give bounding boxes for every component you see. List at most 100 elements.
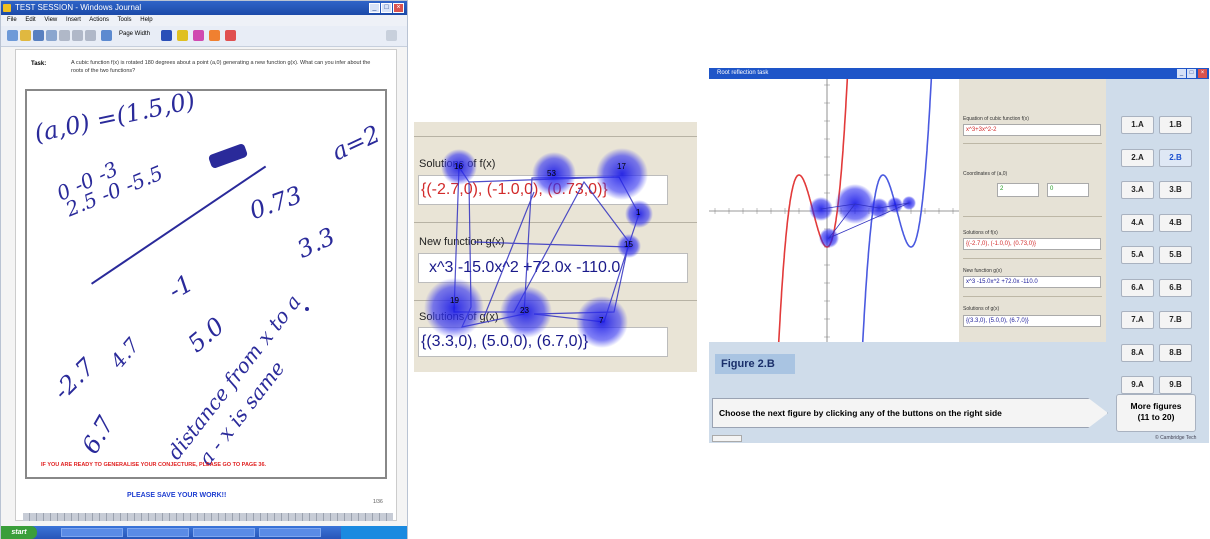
taskbar-item[interactable] <box>127 528 189 537</box>
new-function-label: New function g(x) <box>963 268 1002 274</box>
mini-scrollbar[interactable] <box>712 435 742 442</box>
figure-button[interactable]: 3.B <box>1159 181 1192 199</box>
figure-button[interactable]: 7.A <box>1121 311 1154 329</box>
copyright-text: © Cambridge Tech <box>1155 435 1197 441</box>
journal-toolbar: Page Width <box>1 26 407 47</box>
graph-area[interactable] <box>709 79 959 342</box>
figure-button[interactable]: 2.B <box>1159 148 1192 167</box>
ink-dot <box>305 307 309 311</box>
figure-label: Figure 2.B <box>715 354 795 374</box>
gaze-crop-panel: Solutions of f(x) {(-2.7,0), (-1.0,0), (… <box>414 122 697 372</box>
eraser-icon[interactable] <box>193 30 204 41</box>
solutions-f-field: {(-2.7,0), (-1.0,0), (0.73,0)} <box>418 175 668 205</box>
highlighter-icon[interactable] <box>177 30 188 41</box>
start-button[interactable]: start <box>1 526 37 539</box>
menu-actions[interactable]: Actions <box>89 17 109 23</box>
equation-field[interactable]: x^3+3x^2-2 <box>963 124 1101 136</box>
menu-edit[interactable]: Edit <box>25 17 36 23</box>
print-icon[interactable] <box>46 30 57 41</box>
maximize-icon[interactable]: □ <box>1187 69 1196 78</box>
new-page-icon[interactable] <box>7 30 18 41</box>
solutions-g-label: Solutions of g(x) <box>419 311 499 323</box>
taskbar-item[interactable] <box>259 528 321 537</box>
solutions-g-field: {(3.3,0), (5.0,0), (6.7,0)} <box>418 327 668 357</box>
center-x-field[interactable]: 2 <box>997 183 1039 197</box>
solutions-f-field: {(-2.7,0), (-1.0,0), (0.73,0)} <box>963 238 1101 250</box>
figure-button[interactable]: 9.B <box>1159 376 1192 394</box>
solutions-g-label: Solutions of g(x) <box>963 306 1000 312</box>
figure-button[interactable]: 8.A <box>1121 343 1154 362</box>
center-label: Coordinates of (a,0) <box>963 171 1008 177</box>
selection-tool-icon[interactable] <box>209 30 220 41</box>
solutions-g-field: {(3.3,0), (5.0,0), (6.7,0)} <box>963 315 1101 327</box>
page-number: 1/36 <box>373 499 383 505</box>
more-figures-label: More figures <box>1130 401 1182 411</box>
more-figures-range: (11 to 20) <box>1137 412 1175 422</box>
journal-window: TEST SESSION - Windows Journal _ □ × Fil… <box>0 0 408 539</box>
figure-button[interactable]: 7.B <box>1159 311 1192 329</box>
figure-button[interactable]: 4.B <box>1159 213 1192 232</box>
undo-icon[interactable] <box>101 30 112 41</box>
menu-insert[interactable]: Insert <box>65 17 81 23</box>
new-function-field: x^3 -15.0x^2 +72.0x -110.0 <box>963 276 1101 288</box>
journal-title: TEST SESSION - Windows Journal <box>15 3 142 12</box>
gaze-scanpath <box>820 202 910 239</box>
minimize-icon[interactable]: _ <box>369 3 380 13</box>
journal-page <box>15 49 397 521</box>
copy-icon[interactable] <box>72 30 83 41</box>
fixation-number: 15 <box>624 240 633 249</box>
new-function-label: New function g(x) <box>419 236 505 248</box>
app-title: Root reflection task <box>717 70 769 76</box>
more-figures-button[interactable]: More figures (11 to 20) <box>1116 394 1196 432</box>
figure-button[interactable]: 6.A <box>1121 278 1154 297</box>
maximize-icon[interactable]: □ <box>381 3 392 13</box>
center-y-field[interactable]: 0 <box>1047 183 1089 197</box>
info-panel <box>959 79 1106 342</box>
solutions-f-label: Solutions of f(x) <box>963 230 998 236</box>
figure-button[interactable]: 8.B <box>1159 343 1192 362</box>
figure-button[interactable]: 1.A <box>1121 116 1154 134</box>
figure-button[interactable]: 9.A <box>1121 376 1154 394</box>
fixation-number: 1 <box>636 208 641 217</box>
fixation-number: 53 <box>547 169 556 178</box>
divider <box>414 136 697 137</box>
equation-label: Equation of cubic function f(x) <box>963 116 1029 122</box>
fixation-number: 16 <box>454 162 463 171</box>
close-icon[interactable]: × <box>393 3 404 13</box>
zoom-select[interactable]: Page Width <box>119 31 151 37</box>
save-icon[interactable] <box>33 30 44 41</box>
figure-button[interactable]: 4.A <box>1121 213 1154 232</box>
menu-tools[interactable]: Tools <box>117 17 132 23</box>
divider <box>963 216 1102 217</box>
help-icon[interactable] <box>386 30 397 41</box>
divider <box>963 296 1102 297</box>
close-icon[interactable]: × <box>1198 69 1207 78</box>
app-title-bar: Root reflection task <box>709 68 1209 79</box>
minimize-icon[interactable]: _ <box>1177 69 1186 78</box>
taskbar-item[interactable] <box>61 528 123 537</box>
ink-area[interactable] <box>25 89 387 479</box>
figure-button[interactable]: 6.B <box>1159 278 1192 297</box>
open-icon[interactable] <box>20 30 31 41</box>
menu-view[interactable]: View <box>44 17 58 23</box>
figure-button[interactable]: 3.A <box>1121 181 1154 199</box>
taskbar-item[interactable] <box>193 528 255 537</box>
divider <box>963 143 1102 144</box>
journal-app-icon <box>3 4 11 12</box>
figure-button[interactable]: 5.A <box>1121 246 1154 264</box>
figure-button[interactable]: 1.B <box>1159 116 1192 134</box>
figure-button[interactable]: 2.A <box>1121 148 1154 167</box>
horizontal-scrollbar[interactable] <box>23 513 393 521</box>
fixation-number: 23 <box>520 306 529 315</box>
divider <box>414 222 697 223</box>
pen-icon[interactable] <box>161 30 172 41</box>
figure-button[interactable]: 5.B <box>1159 246 1192 264</box>
function-graph <box>709 79 959 342</box>
cut-icon[interactable] <box>59 30 70 41</box>
save-note: PLEASE SAVE YOUR WORK!! <box>127 492 227 499</box>
insert-space-icon[interactable] <box>225 30 236 41</box>
menu-help[interactable]: Help <box>140 17 153 23</box>
paste-icon[interactable] <box>85 30 96 41</box>
fixation-number: 7 <box>599 316 604 325</box>
menu-file[interactable]: File <box>7 17 17 23</box>
